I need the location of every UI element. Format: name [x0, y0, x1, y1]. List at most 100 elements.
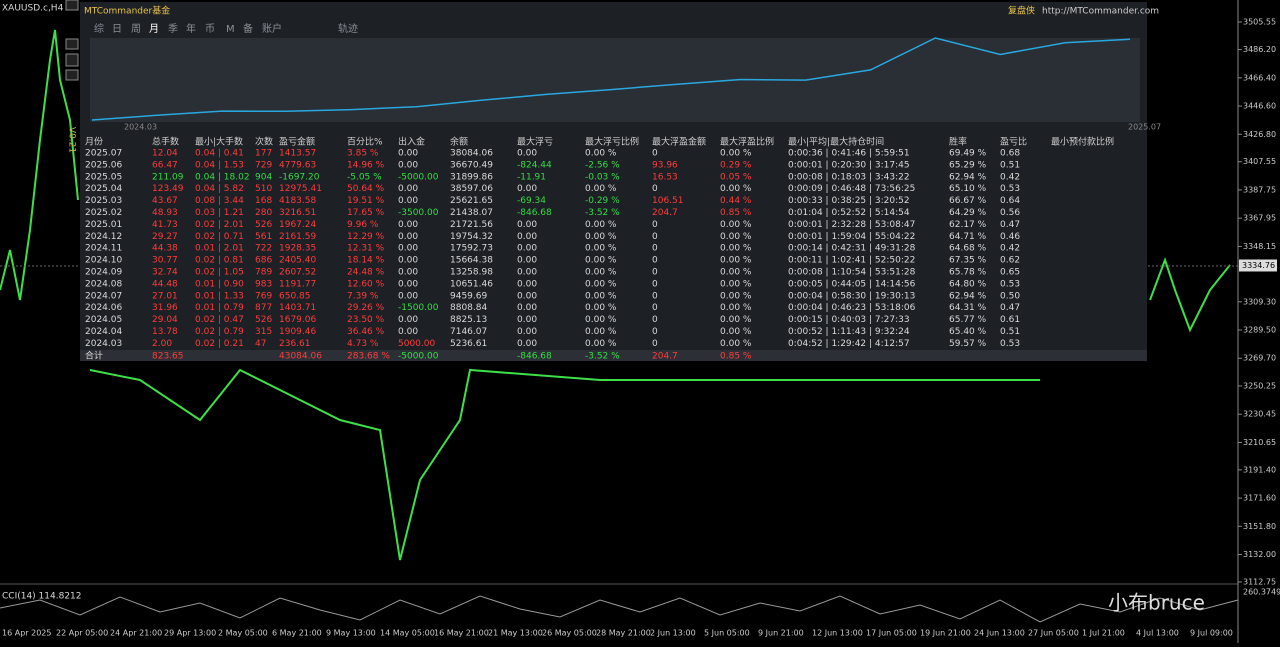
table-cell: 2024.12 — [85, 232, 122, 242]
table-cell: 1909.46 — [279, 327, 316, 337]
toolbar-icon[interactable] — [65, 69, 79, 81]
table-cell: 0.00 % — [585, 279, 617, 289]
table-cell: 686 — [255, 256, 272, 266]
table-cell: 0.05 % — [720, 172, 752, 182]
table-cell: -11.91 — [517, 172, 546, 182]
table-cell: 62.17 % — [949, 220, 987, 230]
table-cell: 0.08 | 3.44 — [195, 196, 244, 206]
time-label: 22 Apr 05:00 — [56, 629, 108, 638]
table-cell: 0:00:01 | 2:32:28 | 53:08:47 — [788, 220, 915, 230]
price-tick-label: 3367.95 — [1243, 214, 1276, 223]
current-price: 3334.76 — [1242, 261, 1275, 270]
time-label: 27 Jun 05:00 — [1028, 629, 1079, 638]
tab[interactable]: 月 — [149, 23, 159, 35]
table-cell: 2025.01 — [85, 220, 122, 230]
tab[interactable]: 备 — [243, 22, 253, 35]
link-label[interactable]: 复盘侠 — [1008, 5, 1035, 17]
table-cell: 0:00:04 | 0:46:23 | 53:18:06 — [788, 303, 916, 313]
cci-label: CCI(14) 114.8212 — [2, 592, 82, 602]
link[interactable]: http://MTCommander.com — [1042, 7, 1159, 17]
table-cell: 0.00 % — [720, 279, 752, 289]
time-label: 1 Jul 21:00 — [1082, 629, 1125, 638]
price-tick-label: 3407.55 — [1243, 157, 1276, 166]
time-label: 19 Jun 21:00 — [920, 629, 971, 638]
table-cell: 0.00 — [398, 184, 418, 194]
table-header: 最小|大手数 — [195, 136, 243, 148]
time-label: 29 Apr 13:00 — [164, 629, 216, 638]
table-cell: 2024.09 — [85, 268, 122, 278]
curve-end: 2025.07 — [1128, 123, 1161, 132]
table-cell: 0.00 — [398, 279, 418, 289]
table-cell: 0.61 — [1000, 315, 1020, 325]
table-cell: 4183.58 — [279, 196, 316, 206]
price-tick-label: 3505.55 — [1243, 18, 1276, 27]
toolbar-icon[interactable] — [65, 53, 79, 67]
table-cell: 41.73 — [152, 220, 178, 230]
table-cell: 1191.77 — [279, 279, 316, 289]
watermark: 小布bruce — [1108, 591, 1205, 615]
table-cell: 2025.03 — [85, 196, 122, 206]
table-cell: 2025.05 — [85, 172, 122, 182]
tab[interactable]: 综 — [94, 22, 104, 35]
table-cell: -1500.00 — [398, 303, 439, 313]
tab[interactable]: 轨迹 — [338, 22, 358, 35]
table-cell: 0.03 | 1.21 — [195, 208, 244, 218]
table-cell: 204.7 — [652, 208, 678, 218]
tab[interactable]: 账户 — [262, 22, 282, 35]
table-cell: 0.04 | 1.53 — [195, 160, 244, 170]
table-cell: 23.50 % — [347, 315, 385, 325]
price-tick-label: 3426.80 — [1243, 130, 1276, 139]
table-cell: 0.42 — [1000, 172, 1020, 182]
table-cell: 65.78 % — [949, 268, 987, 278]
table-cell: 38084.06 — [450, 149, 493, 159]
price-tick-label: 3289.50 — [1243, 326, 1276, 335]
table-cell: 0.00 % — [720, 220, 752, 230]
curve-start: 2024.03 — [124, 123, 157, 132]
tab[interactable]: M — [226, 24, 235, 35]
table-cell: 0.00 — [398, 149, 418, 159]
price-tick-label: 3466.40 — [1243, 73, 1276, 82]
toolbar-icon[interactable] — [65, 38, 79, 50]
price-tick-label: 3387.75 — [1243, 185, 1276, 194]
tab[interactable]: 季 — [168, 23, 178, 35]
table-cell: 12.31 % — [347, 244, 385, 254]
table-cell: 0.04 | 18.02 — [195, 172, 250, 182]
current-price-box — [1239, 259, 1277, 272]
toolbar-icon[interactable] — [65, 0, 79, 11]
table-header: 最小|平均|最大持仓时间 — [788, 136, 884, 148]
time-label: 24 Apr 21:00 — [110, 629, 162, 638]
table-cell: 0.00 % — [720, 291, 752, 301]
table-cell: 93.96 — [652, 160, 678, 170]
table-cell: 0.64 — [1000, 196, 1020, 206]
table-cell: 27.01 — [152, 291, 178, 301]
table-cell: 2161.59 — [279, 232, 316, 242]
table-cell: 0.02 | 0.79 — [195, 327, 244, 337]
tab[interactable]: 周 — [131, 23, 141, 35]
table-cell: 0.56 — [1000, 208, 1020, 218]
table-cell: 0 — [652, 327, 658, 337]
table-header: 次数 — [255, 136, 273, 148]
price-tick-label: 3348.15 — [1243, 242, 1276, 251]
table-cell: 0.50 — [1000, 291, 1020, 301]
table-cell: 0:00:01 | 0:20:30 | 3:17:45 — [788, 160, 910, 170]
tab[interactable]: 年 — [186, 22, 196, 35]
table-cell: 0.00 — [398, 291, 418, 301]
table-cell: 0:00:09 | 0:46:48 | 73:56:25 — [788, 184, 915, 194]
table-cell: -3500.00 — [398, 208, 439, 218]
cci-line — [0, 595, 1239, 623]
time-label: 5 Jun 05:00 — [704, 629, 750, 638]
table-cell: 0:00:11 | 1:02:41 | 52:50:22 — [788, 256, 915, 266]
tab[interactable]: 日 — [112, 24, 122, 35]
total-cell: 204.7 — [652, 352, 678, 362]
table-cell: 65.10 % — [949, 184, 987, 194]
time-label: 6 May 21:00 — [272, 629, 322, 638]
table-cell: 123.49 — [152, 184, 184, 194]
table-cell: 62.94 % — [949, 291, 987, 301]
table-cell: 0:00:05 | 0:44:05 | 14:14:56 — [788, 279, 916, 289]
time-label: 16 Apr 2025 — [2, 629, 51, 638]
table-cell: 0.68 — [1000, 149, 1020, 159]
time-label: 16 May 21:00 — [434, 629, 489, 638]
tab[interactable]: 币 — [205, 23, 215, 35]
equity-chart-area — [90, 38, 1140, 122]
table-cell: 0.02 | 2.01 — [195, 220, 244, 230]
